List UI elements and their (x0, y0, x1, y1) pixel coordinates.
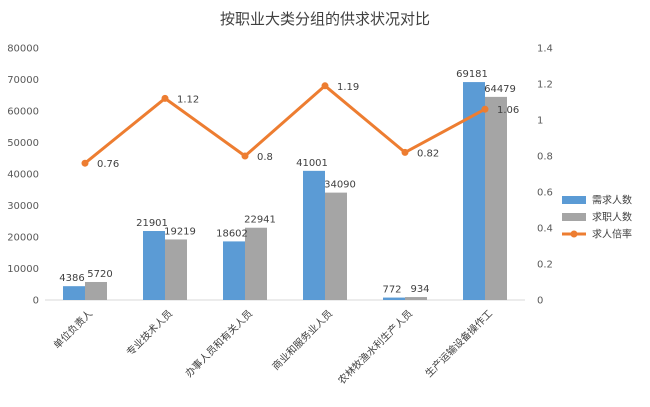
bar-seekers (245, 227, 267, 300)
bar-data-label: 5720 (87, 269, 112, 280)
ratio-data-label: 0.82 (417, 148, 439, 159)
category-label: 单位负责人 (51, 307, 96, 352)
line-layer (81, 82, 489, 167)
left-axis-tick-label: 60000 (7, 107, 39, 118)
right-axis-tick-label: 1 (537, 116, 543, 127)
legend-label: 需求人数 (592, 194, 632, 207)
bars-layer (63, 82, 507, 301)
ratio-data-label: 0.76 (97, 159, 119, 170)
bar-seekers (165, 239, 187, 300)
labels-layer: 4386 21901 18602 41001 772 69181 5720 19219 2294… (59, 69, 519, 295)
bar-data-label: 22941 (244, 215, 276, 226)
left-axis-tick-label: 70000 (7, 75, 39, 86)
bar-demand (63, 286, 85, 300)
legend-swatch (562, 196, 586, 204)
bar-demand (223, 241, 245, 300)
bar-seekers (85, 281, 107, 300)
legend-label: 求人倍率 (592, 228, 632, 241)
left-axis-tick-label: 20000 (7, 233, 39, 244)
ratio-point (81, 159, 89, 167)
ratio-data-label: 1.12 (177, 94, 199, 105)
left-axis-tick-label: 50000 (7, 138, 39, 149)
ratio-data-label: 1.19 (337, 82, 359, 93)
category-label: 商业和服务业人员 (269, 307, 335, 373)
ratio-point (161, 94, 169, 102)
ratio-data-label: 0.8 (257, 152, 273, 163)
ratio-point (241, 152, 249, 160)
category-label: 生产运输设备操作工 (422, 307, 495, 380)
right-axis-tick-label: 0.4 (537, 224, 553, 235)
legend-label: 求职人数 (592, 211, 632, 224)
bar-data-label: 41001 (296, 158, 328, 169)
bar-data-label: 21901 (136, 218, 168, 229)
bar-data-label: 34090 (324, 180, 356, 191)
left-axis-tick-label: 30000 (7, 201, 39, 212)
right-axis-tick-label: 1.2 (537, 80, 553, 91)
bar-demand (143, 231, 165, 300)
bar-data-label: 19219 (164, 226, 196, 237)
bar-demand (303, 170, 325, 300)
bar-demand (463, 82, 485, 300)
right-axis-tick-label: 0.2 (537, 260, 553, 271)
left-axis-tick-label: 0 (33, 296, 39, 307)
bar-seekers (405, 297, 427, 300)
left-axis-tick-label: 40000 (7, 170, 39, 181)
category-label: 农林牧渔水利生产人员 (335, 307, 415, 387)
left-axis-tick-label: 10000 (7, 264, 39, 275)
bar-data-label: 934 (410, 284, 429, 295)
legend-swatch (562, 213, 586, 221)
right-axis-tick-label: 1.4 (537, 44, 553, 55)
bar-seekers (325, 192, 347, 300)
bar-data-label: 69181 (456, 69, 488, 80)
ratio-line (84, 84, 486, 165)
bar-data-label: 772 (382, 285, 401, 296)
right-axis-tick-label: 0 (537, 296, 543, 307)
chart-title: 按职业大类分组的供求状况对比 (220, 10, 430, 28)
ratio-point (481, 105, 489, 113)
ratio-data-label: 1.06 (497, 105, 519, 116)
bar-data-label: 4386 (59, 273, 84, 284)
bar-data-label: 18602 (216, 228, 248, 239)
category-label: 办事人员和有关人员 (182, 307, 255, 380)
ratio-point (401, 148, 409, 156)
ratio-point (321, 82, 329, 90)
bar-seekers (485, 96, 507, 301)
left-axis-tick-label: 80000 (7, 44, 39, 55)
bar-demand (383, 297, 405, 300)
right-axis-tick-label: 0.8 (537, 152, 553, 163)
right-axis-tick-label: 0.6 (537, 188, 553, 199)
legend-line-marker (570, 230, 578, 238)
bar-data-label: 64479 (484, 84, 516, 95)
category-label: 专业技术人员 (124, 307, 176, 359)
